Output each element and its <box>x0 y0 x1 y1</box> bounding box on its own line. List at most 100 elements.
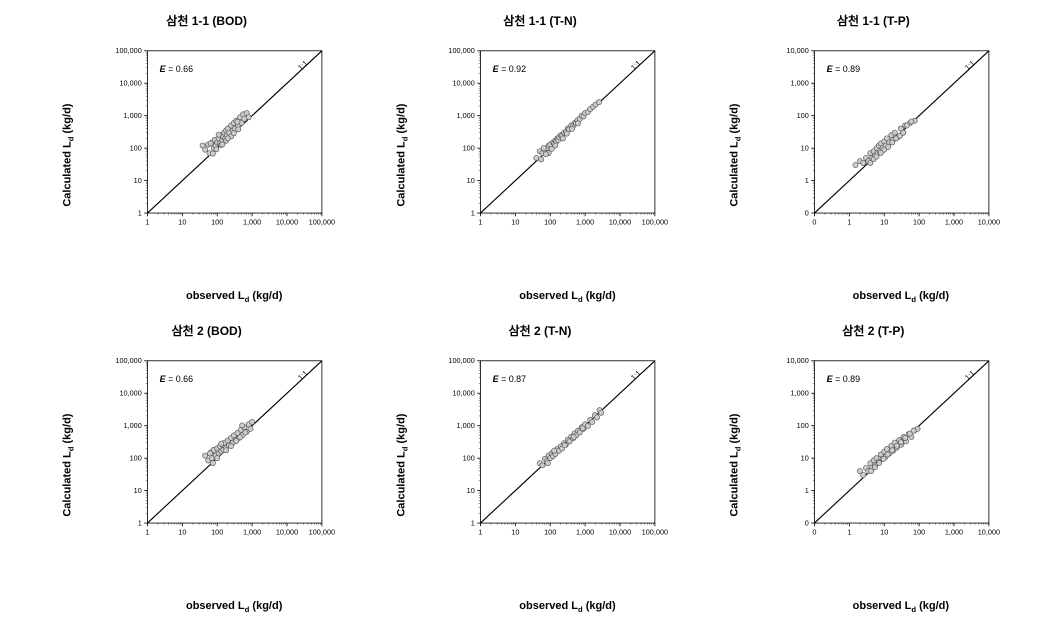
efficiency-annotation: E = 0.89 <box>826 374 859 384</box>
data-point <box>203 147 208 152</box>
data-point <box>203 453 208 458</box>
x-tick-label: 10,000 <box>609 217 631 226</box>
x-tick-label: 100 <box>211 217 223 226</box>
x-tick-label: 1 <box>847 217 851 226</box>
x-tick-label: 1,000 <box>243 217 261 226</box>
panel-title: 삼천 2 (T-P) <box>727 322 1020 339</box>
efficiency-annotation: E = 0.66 <box>160 374 193 384</box>
data-point <box>900 130 905 135</box>
data-point <box>885 452 890 457</box>
x-tick-label: 100 <box>913 527 925 536</box>
y-tick-label: 1,000 <box>124 421 142 430</box>
y-tick-label: 1 <box>804 486 808 495</box>
data-point <box>911 428 916 433</box>
y-tick-label: 1 <box>471 518 475 527</box>
data-point <box>229 444 234 449</box>
y-tick-label: 100 <box>463 454 475 463</box>
panel-title: 삼천 2 (T-N) <box>393 322 686 339</box>
x-tick-label: 10,000 <box>276 217 298 226</box>
y-tick-label: 1,000 <box>124 111 142 120</box>
data-point <box>246 115 251 120</box>
data-point <box>250 419 255 424</box>
scatter-plot: 1101001,00010,000100,0001101001,00010,00… <box>448 38 663 238</box>
x-axis-label: observed Ld (kg/d) <box>782 290 1020 304</box>
data-point <box>874 154 879 159</box>
y-axis-label: Calculated Ld (kg/d) <box>393 340 411 590</box>
identity-line-label: 1:1 <box>963 368 977 382</box>
x-tick-label: 100,000 <box>309 217 335 226</box>
y-tick-label: 100 <box>130 454 142 463</box>
data-point <box>898 440 903 445</box>
data-point <box>236 127 241 132</box>
scatter-plot: 01101001,00010,00001101001,00010,0001:1E… <box>782 38 997 238</box>
identity-line-label: 1:1 <box>296 368 310 382</box>
y-tick-label: 10 <box>134 176 142 185</box>
y-tick-label: 10,000 <box>119 389 141 398</box>
data-point <box>210 461 215 466</box>
efficiency-annotation: E = 0.89 <box>826 64 859 74</box>
data-point <box>552 448 557 453</box>
efficiency-annotation: E = 0.66 <box>160 64 193 74</box>
y-tick-label: 100 <box>796 111 808 120</box>
chart-panel: 삼천 2 (BOD)Calculated Ld (kg/d)observed L… <box>60 340 353 610</box>
scatter-plot: 01101001,00010,00001101001,00010,0001:1E… <box>782 348 997 548</box>
data-point <box>872 465 877 470</box>
y-tick-label: 1,000 <box>790 389 808 398</box>
x-tick-label: 1,000 <box>945 527 963 536</box>
y-tick-label: 10 <box>467 176 475 185</box>
x-tick-label: 0 <box>812 527 816 536</box>
y-tick-label: 1,000 <box>457 111 475 120</box>
y-tick-label: 10,000 <box>453 389 475 398</box>
data-point <box>576 121 581 126</box>
data-point <box>243 430 248 435</box>
x-tick-label: 10 <box>512 527 520 536</box>
data-point <box>580 426 585 431</box>
data-point <box>237 435 242 440</box>
data-point <box>590 419 595 424</box>
data-point <box>562 443 567 448</box>
x-axis-label: observed Ld (kg/d) <box>448 600 686 614</box>
chart-panel: 삼천 2 (T-P)Calculated Ld (kg/d)observed L… <box>727 340 1020 610</box>
x-tick-label: 0 <box>812 217 816 226</box>
x-tick-label: 1 <box>479 527 483 536</box>
data-point <box>571 434 576 439</box>
data-point <box>561 136 566 141</box>
x-tick-label: 1,000 <box>576 217 594 226</box>
identity-line-label: 1:1 <box>629 368 643 382</box>
data-point <box>885 144 890 149</box>
x-tick-label: 10 <box>178 217 186 226</box>
data-point <box>235 119 240 124</box>
data-point <box>860 160 865 165</box>
y-tick-label: 1,000 <box>457 421 475 430</box>
x-tick-label: 10 <box>512 217 520 226</box>
y-tick-label: 10,000 <box>453 79 475 88</box>
y-tick-label: 100 <box>130 144 142 153</box>
chart-panel: 삼천 2 (T-N)Calculated Ld (kg/d)observed L… <box>393 340 686 610</box>
x-tick-label: 10,000 <box>609 527 631 536</box>
data-point <box>216 132 221 137</box>
panel-title: 삼천 1-1 (T-N) <box>393 12 686 29</box>
x-tick-label: 1 <box>847 527 851 536</box>
x-tick-label: 100,000 <box>309 527 335 536</box>
data-point <box>219 441 224 446</box>
x-axis-label: observed Ld (kg/d) <box>448 290 686 304</box>
x-axis-label: observed Ld (kg/d) <box>115 290 353 304</box>
data-point <box>908 119 913 124</box>
data-point <box>892 130 897 135</box>
data-point <box>545 461 550 466</box>
y-axis-label: Calculated Ld (kg/d) <box>727 30 745 280</box>
x-tick-label: 1 <box>145 217 149 226</box>
y-tick-label: 1 <box>804 176 808 185</box>
x-tick-label: 100 <box>544 527 556 536</box>
panel-grid: 삼천 1-1 (BOD)Calculated Ld (kg/d)observed… <box>60 30 1020 610</box>
y-tick-label: 100 <box>463 144 475 153</box>
efficiency-annotation: E = 0.92 <box>493 64 526 74</box>
scatter-plot: 1101001,00010,000100,0001101001,00010,00… <box>115 38 330 238</box>
data-point <box>210 151 215 156</box>
figure-page: 삼천 1-1 (BOD)Calculated Ld (kg/d)observed… <box>0 0 1058 632</box>
x-tick-label: 10,000 <box>977 527 999 536</box>
x-axis-label: observed Ld (kg/d) <box>115 600 353 614</box>
y-axis-label: Calculated Ld (kg/d) <box>60 30 78 280</box>
data-point <box>541 146 546 151</box>
data-point <box>220 142 225 147</box>
